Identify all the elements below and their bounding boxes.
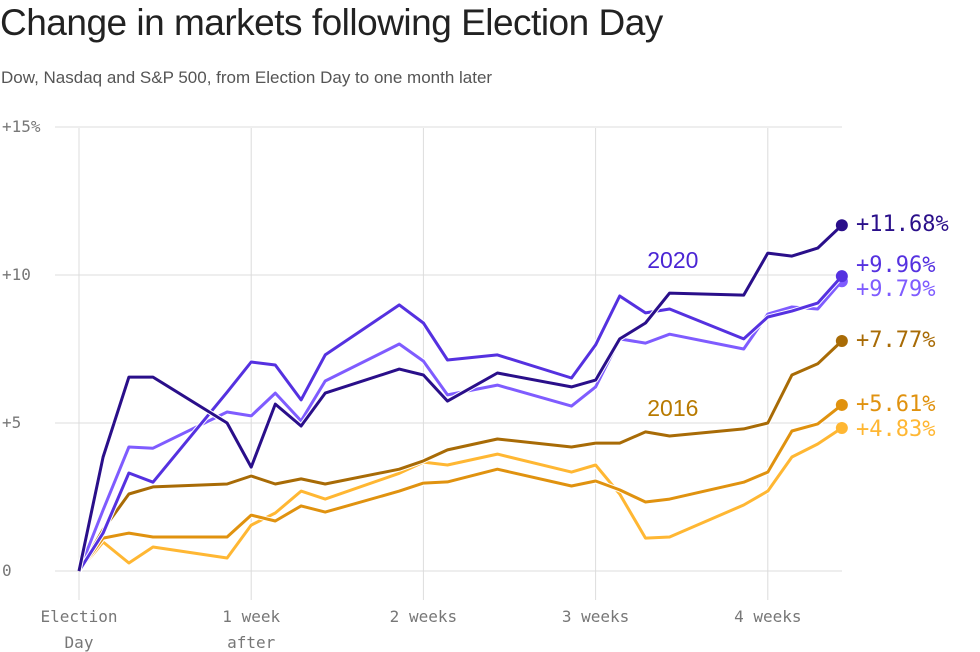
series-end-dot — [835, 398, 848, 411]
series-line — [77, 224, 843, 572]
x-tick-label: 4 weeks — [734, 607, 801, 626]
series-line-halo — [76, 223, 844, 572]
series-end-dot — [835, 335, 848, 348]
x-tick-label: 2 weeks — [390, 607, 457, 626]
y-tick-label: 0 — [2, 561, 12, 580]
series-line-halo — [76, 279, 844, 572]
series-end-label: +11.68% — [856, 212, 949, 237]
x-tick-label: after — [227, 633, 276, 652]
series-end-label: +5.61% — [856, 392, 935, 417]
series-end-label: +9.79% — [856, 277, 935, 302]
x-tick-label: 1 week — [222, 607, 280, 626]
series-end-dot — [835, 270, 848, 283]
x-tick-label: Day — [65, 633, 94, 652]
series-line — [77, 403, 843, 572]
year-annotation: 2020 — [647, 247, 698, 273]
y-tick-label: +10 — [2, 265, 31, 284]
x-tick-label: Election — [40, 607, 117, 626]
series-end-label: +7.77% — [856, 328, 935, 353]
series-line — [77, 339, 843, 572]
series-line — [77, 275, 843, 572]
y-tick-label: +5 — [2, 413, 21, 432]
year-annotation: 2016 — [647, 395, 698, 421]
series-end-dot — [835, 219, 848, 232]
series-end-label: +4.83% — [856, 417, 935, 442]
series-end-dot — [835, 422, 848, 435]
series-line — [77, 426, 843, 572]
x-tick-label: 3 weeks — [562, 607, 629, 626]
series-end-label: +9.96% — [856, 253, 935, 278]
chart-subtitle: Dow, Nasdaq and S&P 500, from Election D… — [1, 68, 493, 87]
chart-title: Change in markets following Election Day — [0, 2, 663, 43]
y-tick-label: +15% — [2, 117, 41, 136]
series-line-halo — [76, 274, 844, 573]
